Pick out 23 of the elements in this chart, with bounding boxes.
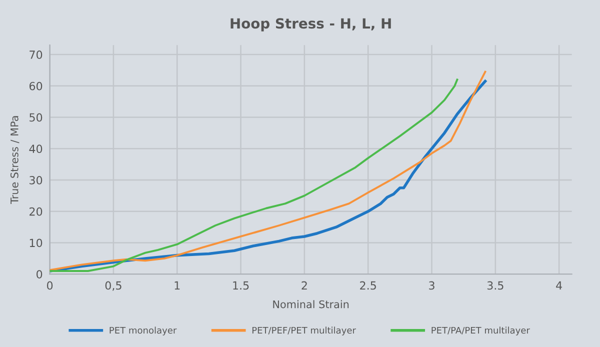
legend-label: PET/PA/PET multilayer (432, 326, 530, 336)
y-tick-label: 70 (30, 50, 42, 59)
y-tick-label: 50 (30, 113, 42, 122)
y-tick-label: 60 (29, 82, 42, 90)
chart-title: Hoop Stress - H, L, H (230, 18, 391, 32)
x-tick-label: 0 (47, 281, 53, 290)
x-tick-label: 1.5 (233, 281, 249, 290)
x-tick-label: 2.5 (360, 281, 376, 290)
y-tick-label: 0 (36, 270, 42, 279)
x-tick-label: 4 (556, 281, 562, 290)
y-tick-label: 30 (30, 176, 42, 184)
x-tick-label: 3.5 (487, 281, 504, 290)
y-tick-label: 10 (30, 238, 42, 248)
legend-label: PET/PEF/PET multilayer (252, 326, 356, 336)
legend-label: PET monolayer (110, 326, 177, 336)
x-tick-label: 0,5 (105, 281, 122, 291)
y-tick-label: 20 (30, 207, 42, 216)
x-axis-title: Nominal Strain (273, 300, 349, 308)
x-tick-label: 2 (302, 281, 307, 290)
x-tick-label: 1 (174, 281, 180, 290)
x-tick-label: 3 (429, 281, 434, 290)
y-axis-title: True Stress / MPa (10, 116, 20, 204)
y-tick-label: 40 (29, 144, 42, 154)
